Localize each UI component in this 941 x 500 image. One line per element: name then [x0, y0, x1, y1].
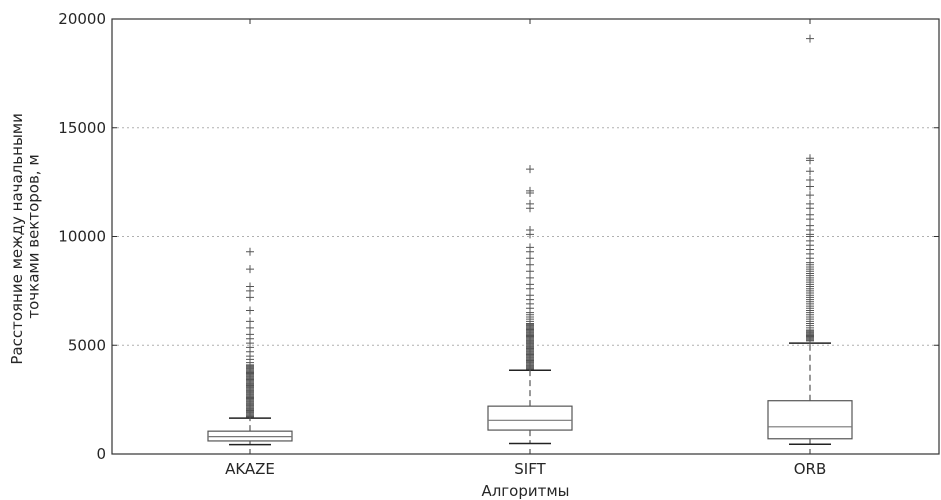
- outlier-point: [526, 199, 534, 208]
- outlier-point: [806, 154, 814, 163]
- y-tick-label: 10000: [58, 228, 106, 246]
- x-axis-label: Алгоритмы: [481, 482, 569, 500]
- outlier-point: [246, 317, 254, 326]
- y-tick-label: 5000: [68, 336, 106, 354]
- y-axis-ticks: 0 5000 10000 15000 20000: [58, 10, 939, 463]
- y-tick-label: 20000: [58, 10, 106, 28]
- x-tick-label: ORB: [794, 460, 827, 478]
- x-tick-label: AKAZE: [225, 460, 275, 478]
- grid-lines: [112, 127, 939, 346]
- outlier-point: [246, 247, 254, 256]
- outlier-point: [806, 199, 814, 208]
- y-axis-label-line-2: точками векторов, м: [25, 154, 43, 318]
- box-plot-series: [207, 34, 853, 446]
- y-axis-label-line-1: Расстояние между начальными: [8, 113, 26, 365]
- box-sift: [487, 165, 573, 445]
- box-orb: [767, 34, 853, 445]
- outlier-point: [806, 34, 814, 43]
- outlier-point: [526, 186, 534, 195]
- outlier-point: [806, 167, 814, 176]
- outlier-point: [526, 225, 534, 234]
- x-tick-label: SIFT: [514, 460, 546, 478]
- outlier-point: [246, 265, 254, 274]
- box-iqr: [487, 405, 573, 431]
- outlier-point: [526, 165, 534, 174]
- x-axis-ticks: AKAZE SIFT ORB: [225, 19, 826, 478]
- box-akaze: [207, 247, 293, 446]
- outlier-point: [526, 243, 534, 252]
- outlier-point: [246, 282, 254, 291]
- box-iqr: [767, 400, 853, 440]
- y-axis-label: Расстояние между начальными точками вект…: [8, 108, 43, 364]
- plot-frame: [111, 18, 940, 455]
- y-tick-label: 0: [96, 445, 106, 463]
- outlier-point: [806, 175, 814, 184]
- outlier-point: [806, 191, 814, 200]
- outlier-point: [246, 306, 254, 315]
- y-tick-label: 15000: [58, 119, 106, 137]
